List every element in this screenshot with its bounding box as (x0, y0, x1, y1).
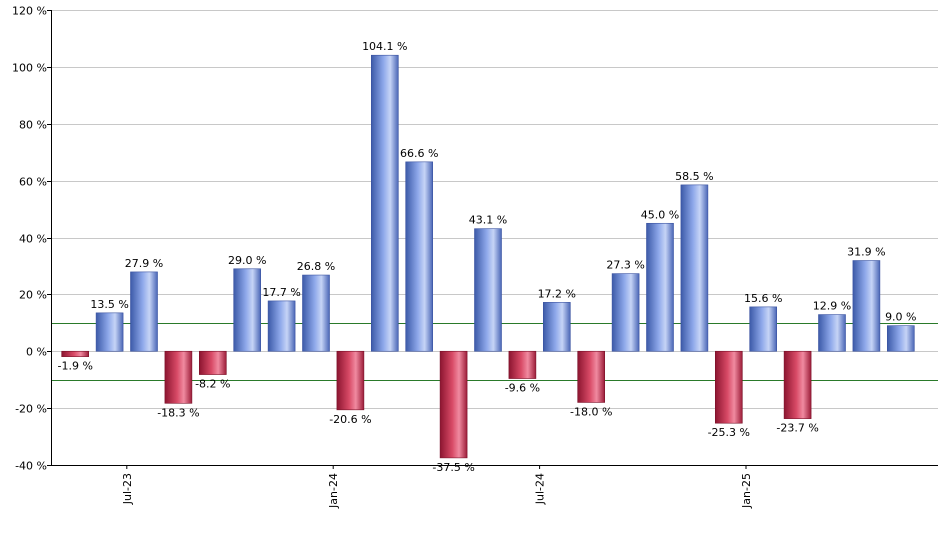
x-tick-label: Jul-24 (534, 473, 547, 505)
y-tick-label: 20 % (19, 289, 47, 302)
bar (714, 350, 743, 424)
y-tick-label: 100 % (12, 62, 47, 75)
y-tick-label: 120 % (12, 5, 47, 18)
y-tick-label: 80 % (19, 119, 47, 132)
bar (199, 350, 227, 375)
y-tick-label: -20 % (15, 403, 47, 416)
bar (439, 350, 468, 459)
bar (577, 350, 606, 403)
bar (130, 271, 158, 352)
data-label: 45.0 % (641, 208, 679, 221)
bar (405, 161, 434, 352)
y-tick-label: -40 % (15, 460, 47, 473)
data-label: -8.2 % (195, 378, 230, 391)
data-label: -23.7 % (776, 422, 818, 435)
data-label: 27.9 % (125, 257, 163, 270)
bar (474, 228, 502, 352)
bar (164, 350, 193, 404)
bar (95, 312, 124, 352)
data-label: -18.0 % (570, 405, 612, 418)
bar (680, 184, 709, 352)
data-label: 31.9 % (847, 246, 885, 259)
data-label: 15.6 % (744, 292, 782, 305)
data-label: 17.7 % (262, 286, 300, 299)
x-tick-label: Jan-24 (327, 473, 340, 509)
bar (370, 54, 399, 352)
bar (749, 306, 778, 352)
data-label: -25.3 % (708, 426, 750, 439)
data-label: -9.6 % (505, 382, 540, 395)
bar (508, 350, 537, 379)
bar (233, 268, 261, 352)
bars (61, 54, 915, 459)
data-label: -18.3 % (157, 406, 199, 419)
data-label: 58.5 % (675, 170, 713, 183)
data-label: 12.9 % (813, 300, 851, 313)
bar (886, 325, 915, 352)
bar (336, 350, 365, 411)
bar (302, 274, 330, 352)
data-label: -1.9 % (57, 360, 92, 373)
bar (783, 350, 812, 419)
y-tick-label: 0 % (26, 346, 47, 359)
axes: -40 % -20 % 0 % 20 % 40 % 60 % 80 % 100 % 120 % J… (12, 5, 938, 509)
data-label: 17.2 % (538, 287, 576, 300)
data-label: 13.5 % (90, 298, 128, 311)
data-labels: -1.9 % 13.5 % 27.9 % -18.3 % -8.2 % 29.0 % 17.… (57, 40, 916, 474)
x-tick-label: Jan-25 (740, 473, 753, 509)
data-label: 66.6 % (400, 147, 438, 160)
bar (267, 300, 296, 352)
data-label: 9.0 % (885, 311, 916, 324)
bar (61, 350, 90, 357)
data-label: 104.1 % (362, 40, 407, 53)
bar (611, 273, 640, 352)
data-label: 29.0 % (228, 254, 266, 267)
y-tick-label: 60 % (19, 176, 47, 189)
bar (818, 314, 846, 352)
y-tick-label: 40 % (19, 233, 47, 246)
bar (542, 302, 571, 352)
data-label: 26.8 % (297, 260, 335, 273)
data-label: 27.3 % (606, 259, 644, 272)
data-label: -37.5 % (432, 461, 474, 474)
x-tick-label: Jul-23 (121, 473, 134, 505)
data-label: -20.6 % (329, 413, 371, 426)
data-label: 43.1 % (469, 214, 507, 227)
bar (646, 222, 674, 352)
bar (852, 260, 881, 352)
